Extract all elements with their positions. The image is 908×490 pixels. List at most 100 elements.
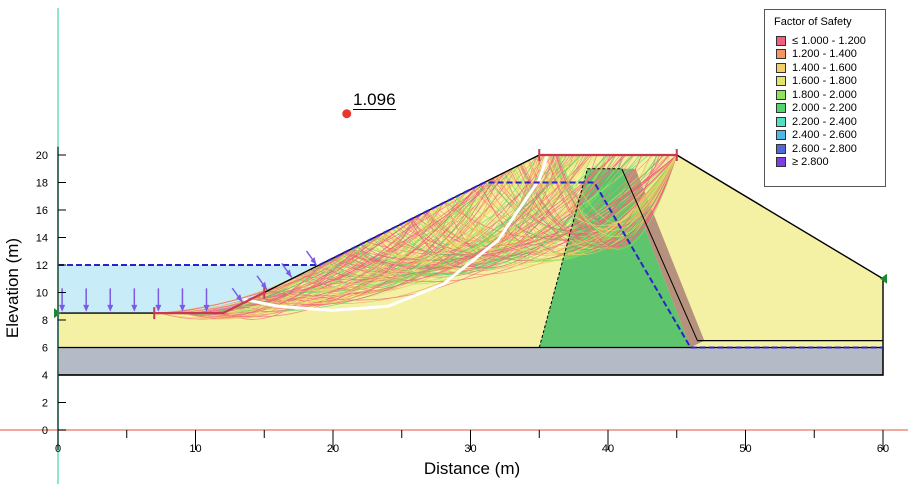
legend-swatch xyxy=(776,116,786,127)
trial-slip-surface xyxy=(387,154,544,253)
core-boundary-right xyxy=(621,168,698,341)
water-table-line xyxy=(58,181,883,349)
x-tick-label: 10 xyxy=(189,443,201,455)
trial-slip-surface xyxy=(164,244,360,314)
trial-slip-surface xyxy=(214,190,469,314)
legend-swatch xyxy=(776,130,786,141)
x-tick-label: 50 xyxy=(739,443,751,455)
legend-label: ≤ 1.000 - 1.200 xyxy=(792,34,866,47)
legend-label: 1.600 - 1.800 xyxy=(792,75,857,88)
fos-legend: Factor of Safety ≤ 1.000 - 1.200 1.200 - … xyxy=(764,9,886,187)
legend-label: 1.800 - 2.000 xyxy=(792,88,857,101)
trial-slip-surface xyxy=(208,242,364,314)
trial-slip-surface xyxy=(513,154,678,243)
trial-slip-surface xyxy=(185,262,324,319)
legend-swatch xyxy=(776,103,786,114)
reservoir-water xyxy=(58,265,320,314)
legend-swatch xyxy=(776,89,786,100)
trial-slip-surface xyxy=(162,246,357,319)
legend-label: 2.200 - 2.400 xyxy=(792,115,857,128)
trial-slip-surface xyxy=(231,154,554,310)
trial-slip-surface xyxy=(326,154,571,282)
trial-slip-surface xyxy=(249,181,486,301)
slope-load-arrowhead xyxy=(285,269,292,278)
trial-slip-surface xyxy=(456,154,607,259)
x-tick-label: 20 xyxy=(327,443,339,455)
trial-slip-surface xyxy=(555,154,678,248)
bedrock-layer xyxy=(57,346,884,376)
trial-slip-surface xyxy=(553,154,678,237)
trial-slip-surface xyxy=(419,154,678,266)
trial-slip-surface xyxy=(256,154,554,305)
y-tick-label: 18 xyxy=(36,178,48,190)
y-tick-label: 8 xyxy=(42,315,48,327)
legend-entry: 2.000 - 2.200 xyxy=(765,102,885,116)
water-load-arrowhead xyxy=(59,304,66,312)
trial-slip-surface xyxy=(203,244,361,316)
trial-slip-surface xyxy=(519,154,642,235)
trial-slip-surface xyxy=(562,154,678,225)
trial-slip-surface xyxy=(558,154,678,250)
trial-slip-surface xyxy=(487,154,678,232)
legend-entry: 1.800 - 2.000 xyxy=(765,88,885,102)
legend-entry: 1.400 - 1.600 xyxy=(765,61,885,75)
trial-slip-surface xyxy=(528,154,678,226)
trial-slip-surface xyxy=(194,246,357,314)
x-tick-label: 60 xyxy=(877,443,889,455)
legend-entries: ≤ 1.000 - 1.200 1.200 - 1.400 1.400 - 1.60… xyxy=(765,34,885,169)
trial-slip-surface xyxy=(480,154,598,246)
trial-slip-surface xyxy=(352,191,466,282)
trial-slip-surface xyxy=(156,219,410,314)
trial-slip-surface xyxy=(343,169,511,280)
trial-slip-surface xyxy=(444,154,678,238)
trial-slip-surface xyxy=(528,154,678,248)
slope-load-arrowhead xyxy=(236,294,243,303)
trial-slip-surface xyxy=(410,154,585,258)
overlay-lines xyxy=(54,109,887,376)
y-tick-label: 12 xyxy=(36,260,48,272)
trial-slip-surface xyxy=(253,175,499,299)
trial-slip-surface xyxy=(442,154,678,252)
legend-swatch xyxy=(776,76,786,87)
legend-label: 2.400 - 2.600 xyxy=(792,129,857,142)
trial-slip-surface xyxy=(275,205,438,304)
trial-slip-surface xyxy=(353,179,491,273)
x-axis-title: Distance (m) xyxy=(423,459,521,478)
trial-slip-surface xyxy=(326,191,466,277)
trial-slip-surface xyxy=(545,154,678,231)
trial-slip-surface xyxy=(520,154,678,243)
trial-slip-surface xyxy=(391,154,550,255)
trial-slip-surface xyxy=(433,154,678,261)
y-tick-label: 2 xyxy=(42,398,48,410)
critical-fos-label[interactable]: 1.096 xyxy=(353,90,396,110)
right-boundary-marker xyxy=(880,273,887,284)
x-tick-label: 40 xyxy=(602,443,614,455)
trial-slip-surface xyxy=(455,154,593,242)
slope-load-arrowhead xyxy=(261,281,267,290)
y-tick-label: 0 xyxy=(42,425,48,437)
y-axis-title: Elevation (m) xyxy=(3,237,22,339)
trial-slip-surface xyxy=(369,157,536,276)
core-boundary-left xyxy=(538,168,622,348)
legend-swatch xyxy=(776,143,786,154)
slope-load-arrowhead xyxy=(310,257,317,265)
legend-swatch xyxy=(776,35,786,46)
trial-slip-surface xyxy=(470,154,678,247)
y-tick-label: 16 xyxy=(36,205,48,217)
legend-swatch xyxy=(776,62,786,73)
search-limit-toe xyxy=(154,291,265,315)
trial-slip-surface xyxy=(266,154,577,293)
trial-slip-surface xyxy=(266,213,422,293)
trial-slip-surface xyxy=(545,154,678,248)
axes: 0 2 4 6 8 10 12 14 16 18 20 0 10 20 30 40 50 60 xyxy=(0,8,908,484)
water-load-arrowhead xyxy=(179,304,186,312)
legend-swatch xyxy=(776,49,786,60)
water-load-arrowhead xyxy=(107,304,114,312)
trial-slip-surface xyxy=(496,154,678,256)
trial-slip-surface xyxy=(351,154,665,268)
trial-slip-surface xyxy=(166,216,417,314)
critical-slip-center[interactable] xyxy=(342,109,352,119)
trial-slip-surface xyxy=(350,154,641,275)
legend-entry: 2.600 - 2.800 xyxy=(765,142,885,156)
